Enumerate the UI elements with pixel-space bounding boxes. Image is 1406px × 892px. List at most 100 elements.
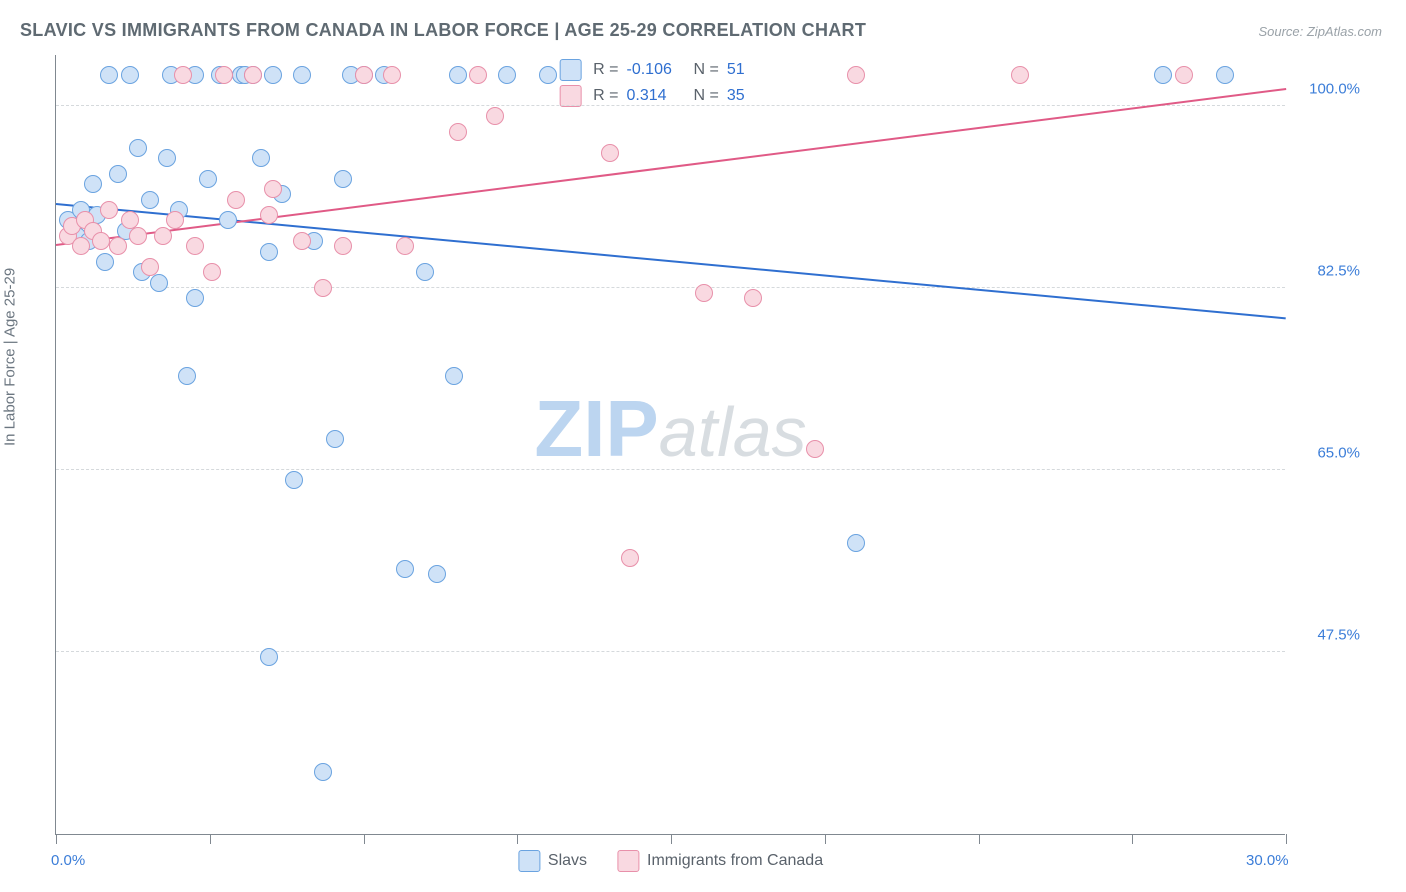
plot-area: ZIPatlas R = -0.106 N = 51 R = 0.314 N =… — [55, 55, 1285, 835]
data-point — [486, 107, 504, 125]
data-point — [1216, 66, 1234, 84]
data-point — [154, 227, 172, 245]
data-point — [334, 237, 352, 255]
data-point — [314, 763, 332, 781]
gridline — [56, 287, 1285, 288]
data-point — [695, 284, 713, 302]
data-point — [293, 66, 311, 84]
data-point — [158, 149, 176, 167]
data-point — [260, 243, 278, 261]
data-point — [166, 211, 184, 229]
data-point — [121, 66, 139, 84]
data-point — [219, 211, 237, 229]
data-point — [141, 258, 159, 276]
data-point — [92, 232, 110, 250]
data-point — [621, 549, 639, 567]
data-point — [1011, 66, 1029, 84]
data-point — [84, 175, 102, 193]
data-point — [847, 66, 865, 84]
data-point — [355, 66, 373, 84]
data-point — [293, 232, 311, 250]
swatch-canada — [559, 85, 581, 107]
data-point — [449, 123, 467, 141]
x-tick — [517, 834, 518, 844]
y-tick-label: 47.5% — [1317, 627, 1360, 644]
y-tick-label: 100.0% — [1309, 81, 1360, 98]
data-point — [260, 206, 278, 224]
swatch-slavs — [518, 850, 540, 872]
data-point — [285, 471, 303, 489]
swatch-slavs — [559, 59, 581, 81]
correlation-chart: SLAVIC VS IMMIGRANTS FROM CANADA IN LABO… — [0, 0, 1406, 892]
data-point — [252, 149, 270, 167]
x-tick — [1286, 834, 1287, 844]
data-point — [1154, 66, 1172, 84]
data-point — [203, 263, 221, 281]
y-axis-label: In Labor Force | Age 25-29 — [2, 268, 19, 446]
gridline — [56, 105, 1285, 106]
stat-value-n-slavs: 51 — [727, 61, 782, 79]
data-point — [215, 66, 233, 84]
data-point — [244, 66, 262, 84]
data-point — [141, 191, 159, 209]
data-point — [539, 66, 557, 84]
data-point — [264, 66, 282, 84]
data-point — [178, 367, 196, 385]
data-point — [383, 66, 401, 84]
data-point — [416, 263, 434, 281]
data-point — [199, 170, 217, 188]
data-point — [396, 237, 414, 255]
data-point — [227, 191, 245, 209]
gridline — [56, 651, 1285, 652]
data-point — [100, 66, 118, 84]
chart-title: SLAVIC VS IMMIGRANTS FROM CANADA IN LABO… — [20, 20, 866, 41]
x-tick — [210, 834, 211, 844]
x-tick-label: 30.0% — [1246, 852, 1289, 869]
data-point — [806, 440, 824, 458]
data-point — [150, 274, 168, 292]
data-point — [129, 227, 147, 245]
trendline — [56, 88, 1286, 246]
data-point — [109, 237, 127, 255]
stat-value-r-slavs: -0.106 — [627, 61, 682, 79]
data-point — [326, 430, 344, 448]
watermark: ZIPatlas — [534, 383, 806, 475]
legend-label: Immigrants from Canada — [647, 852, 823, 870]
data-point — [334, 170, 352, 188]
data-point — [72, 237, 90, 255]
y-tick-label: 65.0% — [1317, 445, 1360, 462]
data-point — [428, 565, 446, 583]
x-tick — [1132, 834, 1133, 844]
stats-legend: R = -0.106 N = 51 R = 0.314 N = 35 — [559, 57, 782, 109]
data-point — [314, 279, 332, 297]
data-point — [260, 648, 278, 666]
data-point — [174, 66, 192, 84]
data-point — [186, 237, 204, 255]
data-point — [449, 66, 467, 84]
series-legend: Slavs Immigrants from Canada — [518, 850, 823, 872]
x-tick — [364, 834, 365, 844]
data-point — [129, 139, 147, 157]
data-point — [396, 560, 414, 578]
stat-label-n: N = — [694, 61, 719, 79]
x-tick — [979, 834, 980, 844]
legend-item-canada: Immigrants from Canada — [617, 850, 823, 872]
data-point — [847, 534, 865, 552]
data-point — [744, 289, 762, 307]
stat-value-n-canada: 35 — [727, 87, 782, 105]
x-tick — [56, 834, 57, 844]
stat-label-n: N = — [694, 87, 719, 105]
stat-label-r: R = — [593, 87, 618, 105]
data-point — [1175, 66, 1193, 84]
x-tick — [671, 834, 672, 844]
x-tick-label: 0.0% — [51, 852, 85, 869]
data-point — [445, 367, 463, 385]
data-point — [109, 165, 127, 183]
data-point — [100, 201, 118, 219]
swatch-canada — [617, 850, 639, 872]
data-point — [469, 66, 487, 84]
data-point — [186, 289, 204, 307]
data-point — [96, 253, 114, 271]
legend-item-slavs: Slavs — [518, 850, 587, 872]
y-tick-label: 82.5% — [1317, 263, 1360, 280]
